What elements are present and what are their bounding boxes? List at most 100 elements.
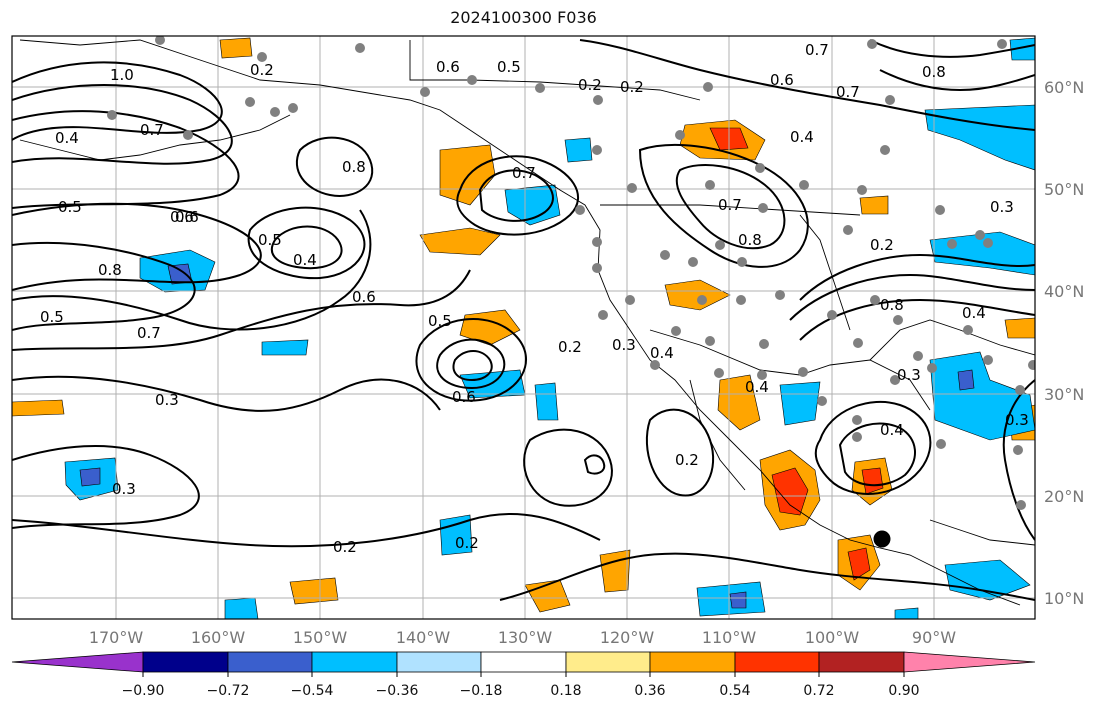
lat-label: 20°N (1044, 487, 1084, 506)
colorbar-label: 0.72 (803, 683, 834, 699)
contour-label: 0.6 (352, 288, 376, 306)
contour-label: 0.7 (137, 324, 161, 342)
contour-labels: 1.0 0.7 0.4 0.5 0.6 0.8 0.5 0.4 0.6 0.7 … (40, 41, 1029, 556)
lat-label: 60°N (1044, 78, 1084, 97)
contour-label: 0.8 (98, 261, 122, 279)
positive-core (847, 547, 871, 581)
colorbar-label: 0.90 (888, 683, 919, 699)
contour-label: 0.8 (922, 63, 946, 81)
positive-area (289, 577, 339, 605)
contour-label: 0.3 (897, 366, 921, 384)
contour-label: 0.7 (836, 83, 860, 101)
negative-core (167, 263, 193, 285)
colorbar-segment (142, 651, 229, 673)
contour-label: 0.4 (293, 251, 317, 269)
contour-label: 0.2 (250, 61, 274, 79)
latitude-labels: 60°N 50°N 40°N 30°N 20°N 10°N (1044, 78, 1084, 608)
lat-label: 40°N (1044, 282, 1084, 301)
contour-label: 0.4 (745, 378, 769, 396)
colorbar-label: −0.72 (207, 683, 250, 699)
contour-label: 0.2 (620, 78, 644, 96)
positive-area (219, 37, 253, 59)
contour-label: 0.2 (578, 76, 602, 94)
contour-label: 0.3 (1005, 411, 1029, 429)
colorbar (11, 651, 1036, 673)
colorbar-ticks (142, 672, 905, 677)
contour-label: 0.4 (880, 421, 904, 439)
negative-core (729, 591, 747, 609)
contour-label: 1.0 (110, 66, 134, 84)
contour-label: 0.7 (512, 164, 536, 182)
negative-area (1009, 37, 1035, 61)
map-frame (11, 35, 1036, 620)
colorbar-label: 0.36 (634, 683, 665, 699)
lon-label: 110°W (702, 628, 757, 647)
lat-label: 10°N (1044, 589, 1084, 608)
colorbar-labels: −0.90 −0.72 −0.54 −0.36 −0.18 0.18 0.36 … (122, 683, 920, 699)
contour-label: 0.4 (962, 304, 986, 322)
negative-core (79, 467, 101, 487)
negative-area (261, 339, 309, 356)
negative-area (924, 104, 1035, 171)
contour-label: 0.5 (58, 198, 82, 216)
colorbar-label: −0.36 (376, 683, 419, 699)
contour-label: 0.8 (880, 296, 904, 314)
positive-area (12, 399, 65, 417)
contour-label: 0.4 (55, 129, 79, 147)
contour-label: 0.3 (612, 336, 636, 354)
contour-label: 0.4 (790, 128, 814, 146)
longitude-labels: 170°W 160°W 150°W 140°W 130°W 120°W 110°… (89, 628, 956, 647)
colorbar-segment (480, 651, 567, 673)
negative-area (564, 137, 593, 163)
positive-area (859, 195, 889, 215)
positive-area (664, 279, 731, 311)
lon-label: 160°W (191, 628, 246, 647)
colorbar-segment (734, 651, 820, 673)
colorbar-label: −0.18 (460, 683, 503, 699)
colorbar-segment (565, 651, 651, 673)
contour-label: 0.7 (140, 121, 164, 139)
contour-label: 0.6 (770, 71, 794, 89)
contour-label: 0.3 (155, 391, 179, 409)
negative-area (779, 381, 821, 426)
contour-label: 0.2 (870, 236, 894, 254)
contour-label: 0.2 (675, 451, 699, 469)
lon-label: 130°W (498, 628, 553, 647)
colorbar-segment (11, 651, 144, 673)
contour-label: 0.7 (718, 196, 742, 214)
lon-label: 90°W (912, 628, 956, 647)
colorbar-label: −0.54 (291, 683, 334, 699)
lat-label: 50°N (1044, 180, 1084, 199)
contour-label: 0.2 (558, 338, 582, 356)
positive-core (771, 467, 809, 516)
positive-area (419, 227, 501, 256)
colorbar-segment (311, 651, 398, 673)
negative-area (534, 382, 559, 421)
contour-label: 0.4 (650, 344, 674, 362)
contour-label: 0.6 (170, 208, 194, 226)
contour-label: 0.5 (497, 58, 521, 76)
contour-label: 0.5 (40, 308, 64, 326)
contour-label: 0.6 (175, 208, 199, 226)
colorbar-segment (396, 651, 482, 673)
contour-label: 0.5 (258, 231, 282, 249)
negative-area (224, 597, 259, 619)
station-dots (107, 36, 1035, 510)
colorbar-label: 0.54 (719, 683, 750, 699)
contour-label: 0.3 (112, 480, 136, 498)
lon-label: 150°W (293, 628, 348, 647)
contour-label: 0.3 (990, 198, 1014, 216)
negative-area (504, 184, 561, 226)
lat-label: 30°N (1044, 385, 1084, 404)
negative-area (894, 607, 919, 619)
colorbar-segment (903, 651, 1036, 673)
colorbar-segment (227, 651, 313, 673)
negative-area (439, 514, 473, 556)
contour-label: 0.8 (738, 231, 762, 249)
colorbar-segment (818, 651, 905, 673)
lon-label: 140°W (396, 628, 451, 647)
contour-label: 0.2 (455, 534, 479, 552)
lon-label: 120°W (600, 628, 655, 647)
positive-area (1004, 317, 1035, 339)
